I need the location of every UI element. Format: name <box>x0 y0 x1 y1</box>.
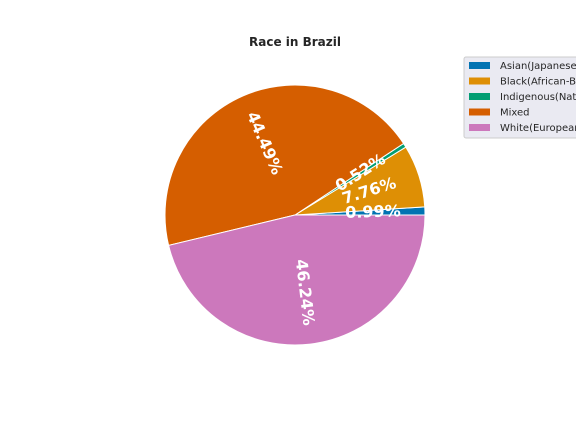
pie-slice <box>168 214 426 346</box>
legend-label: Black(African-B <box>500 77 576 88</box>
legend-label: Asian(Japanese <box>500 61 576 72</box>
legend-swatch <box>469 108 490 116</box>
legend: Asian(Japanese Black(African-B Indigenous(… <box>463 56 576 139</box>
legend-label: White(European <box>500 123 576 134</box>
legend-swatch <box>469 77 490 85</box>
legend-swatch <box>469 124 490 131</box>
legend-label: Indigenous(Nati <box>500 92 576 103</box>
pie-slice <box>164 84 405 247</box>
legend-swatch <box>469 62 490 69</box>
pie-slices <box>164 84 426 346</box>
chart-title: Race in Brazil <box>249 35 341 49</box>
legend-label: Mixed <box>500 108 530 119</box>
percent-label: 0.99% <box>345 201 401 222</box>
legend-swatch <box>469 93 490 100</box>
legend-frame <box>463 56 576 139</box>
